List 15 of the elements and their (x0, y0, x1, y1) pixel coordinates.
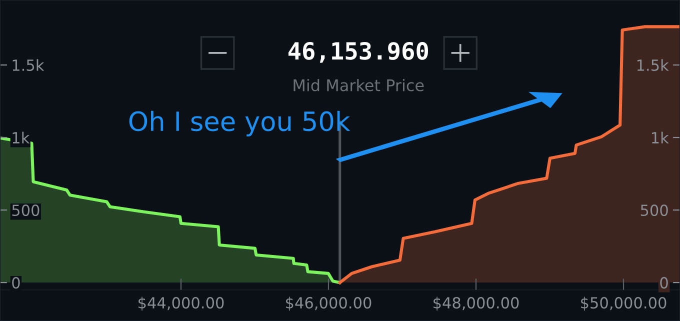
annotation: Oh I see you 50k (129, 110, 350, 136)
x-tick-label: $48,000.00 (434, 296, 519, 311)
y2-tick-label: 500 (640, 204, 668, 216)
y2-tick-label: 1k (652, 132, 669, 144)
text: Mid Market Price (294, 78, 424, 92)
y2-tick-label: 0 (660, 277, 668, 289)
y-tick-label: 500 (12, 204, 40, 216)
y-tick-label: 0 (12, 277, 20, 289)
x-tick-label: $50,000.00 (581, 296, 666, 311)
y-tick-label: 1.5k (12, 59, 44, 72)
x-tick-label: $44,000.00 (138, 296, 224, 311)
y2-tick-label: 1.5k (637, 59, 669, 72)
y-tick-label: 1k (12, 132, 30, 144)
text: 46,153.960 (288, 42, 428, 63)
x-tick-label: $46,000.00 (286, 296, 372, 311)
